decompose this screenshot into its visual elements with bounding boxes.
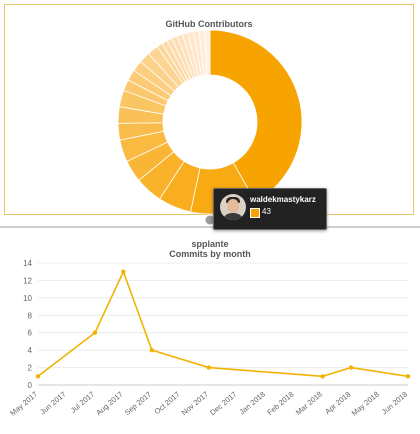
y-tick-label: 12 — [23, 276, 32, 285]
data-point[interactable] — [206, 365, 211, 370]
tooltip-contributor-name: waldekmastykarz — [250, 195, 316, 204]
series-line — [37, 269, 409, 378]
y-tick-label: 0 — [28, 381, 33, 390]
data-point[interactable] — [320, 374, 325, 379]
y-tick-label: 2 — [28, 364, 33, 373]
x-tick-label: Dec 2017 — [208, 390, 238, 418]
y-tick-label: 6 — [28, 329, 33, 338]
x-tick-label: May 2017 — [8, 390, 39, 418]
y-tick-label: 4 — [28, 346, 33, 355]
x-tick-label: Jul 2017 — [69, 390, 97, 415]
chart-subtitle: Commits by month — [169, 249, 251, 259]
x-tick-label: Jun 2017 — [38, 390, 67, 417]
x-tick-label: Feb 2018 — [265, 390, 295, 417]
x-tick-label: Jan 2018 — [238, 390, 267, 417]
x-tick-label: Mar 2018 — [294, 390, 324, 417]
chart-title: GitHub Contributors — [165, 19, 253, 29]
data-point[interactable] — [405, 374, 411, 379]
data-point[interactable] — [121, 269, 126, 274]
contributor-tooltip: waldekmastykarz 43 — [213, 188, 327, 230]
y-tick-label: 8 — [28, 311, 33, 320]
tooltip-color-swatch — [250, 208, 260, 218]
panel-divider — [0, 226, 420, 228]
data-point[interactable] — [35, 374, 41, 379]
data-point[interactable] — [149, 347, 155, 353]
x-tick-label: Jun 2018 — [380, 390, 409, 417]
x-tick-label: Apr 2018 — [323, 390, 352, 416]
x-tick-label: Aug 2017 — [94, 390, 124, 418]
chart-title: spplante — [191, 239, 229, 249]
y-tick-label: 10 — [23, 294, 32, 303]
tooltip-commit-count: 43 — [262, 207, 271, 216]
donut-slice[interactable] — [203, 29, 211, 76]
avatar — [220, 194, 246, 220]
y-tick-label: 14 — [23, 259, 32, 268]
commits-chart-panel: spplante Commits by month 0 2 4 6 8 10 12 14 May… — [0, 228, 420, 434]
x-tick-label: Sep 2017 — [123, 390, 153, 418]
x-tick-label: May 2018 — [350, 390, 381, 418]
x-tick-label: Oct 2017 — [152, 390, 181, 416]
data-point[interactable] — [92, 330, 98, 335]
data-point[interactable] — [348, 365, 354, 370]
x-tick-label: Nov 2017 — [180, 390, 210, 418]
contributors-donut-chart — [117, 29, 303, 226]
